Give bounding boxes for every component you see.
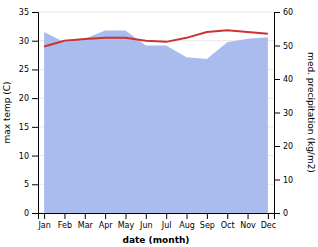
x-tick-label: Oct — [221, 221, 235, 230]
x-tick: Jan — [37, 213, 50, 230]
chart-container: Jan Feb Mar Apr May Jun Jul Aug Sep Oct Nov Dec 0 5 10… — [0, 0, 318, 247]
y2-axis-title: med. precipitation (kg/m2) — [306, 52, 316, 173]
y-tick: 25 — [19, 65, 38, 74]
axis-line — [275, 13, 281, 214]
plot-area: Jan Feb Mar Apr May Jun Jul Aug Sep Oct Nov Dec 0 5 10… — [19, 8, 293, 230]
y-tick-mark — [32, 41, 38, 42]
x-tick-label: Sep — [200, 221, 215, 230]
x-tick: Mar — [78, 213, 94, 230]
x-axis: Jan Feb Mar Apr May Jun Jul Aug Sep Oct Nov Dec — [37, 213, 276, 230]
x-tick-label: Dec — [261, 221, 276, 230]
y2-tick: 20 — [274, 142, 293, 151]
x-tick: Jul — [161, 213, 172, 230]
x-tick: Nov — [240, 213, 256, 230]
x-tick-label: Jul — [161, 221, 172, 230]
y2-tick: 40 — [274, 75, 293, 84]
x-tick-mark — [105, 213, 106, 219]
y2-tick: 50 — [274, 42, 293, 51]
y2-tick-mark — [274, 79, 280, 80]
y2-tick-mark — [274, 180, 280, 181]
y2-axis: 0 10 20 30 40 50 60 — [274, 8, 293, 218]
axis-line — [32, 13, 39, 214]
x-tick-label: Nov — [240, 221, 256, 230]
x-tick: Dec — [261, 213, 276, 230]
x-tick-label: Feb — [58, 221, 72, 230]
y2-tick-mark — [274, 12, 280, 13]
y2-tick-label: 30 — [283, 109, 293, 118]
x-tick-label: Apr — [99, 221, 114, 230]
y2-tick: 30 — [274, 109, 293, 118]
x-tick-label: Jan — [37, 221, 50, 230]
x-tick-mark — [187, 213, 188, 219]
y2-tick: 10 — [274, 176, 293, 185]
y2-tick: 0 — [274, 209, 288, 218]
y-tick: 35 — [19, 8, 38, 17]
x-tick: Aug — [179, 213, 195, 230]
y2-tick-label: 20 — [283, 142, 293, 151]
x-tick: Jun — [139, 213, 153, 230]
y-tick-label: 25 — [19, 65, 29, 74]
y-tick: 0 — [24, 209, 38, 218]
chart-svg: Jan Feb Mar Apr May Jun Jul Aug Sep Oct Nov Dec 0 5 10… — [0, 0, 318, 247]
x-tick-mark — [248, 213, 249, 219]
x-tick: May — [118, 213, 135, 230]
x-tick-mark — [146, 213, 147, 219]
marks — [44, 30, 268, 213]
x-tick: Sep — [200, 213, 215, 230]
y-tick: 20 — [19, 94, 38, 103]
y-tick-label: 20 — [19, 94, 29, 103]
x-tick: Feb — [58, 213, 72, 230]
y-tick: 30 — [19, 37, 38, 46]
y-axis-title: max temp (C) — [2, 81, 12, 143]
y-tick-label: 35 — [19, 8, 29, 17]
y2-tick-mark — [274, 146, 280, 147]
axis-line — [39, 214, 275, 220]
precip-area — [44, 30, 268, 213]
x-tick-mark — [125, 213, 126, 219]
x-tick-mark — [268, 213, 269, 219]
y-tick: 10 — [19, 152, 38, 161]
y2-tick-mark — [274, 113, 280, 114]
temp-line — [44, 30, 268, 46]
y2-tick: 60 — [274, 8, 293, 17]
y2-tick-label: 40 — [283, 75, 293, 84]
x-tick: Apr — [99, 213, 114, 230]
y2-tick-label: 0 — [283, 209, 288, 218]
x-axis-title: date (month) — [123, 235, 190, 245]
y-tick-mark — [32, 98, 38, 99]
x-tick: Oct — [221, 213, 235, 230]
x-tick-label: Aug — [179, 221, 195, 230]
y-tick-mark — [32, 213, 38, 214]
y2-tick-label: 50 — [283, 42, 293, 51]
y-tick-label: 0 — [24, 209, 29, 218]
x-tick-label: Jun — [139, 221, 153, 230]
y2-tick-mark — [274, 46, 280, 47]
y2-tick-label: 10 — [283, 176, 293, 185]
x-tick-mark — [166, 213, 167, 219]
y-tick-mark — [32, 184, 38, 185]
y-tick-mark — [32, 156, 38, 157]
y-axis: 0 5 10 15 20 25 30 35 — [19, 8, 39, 218]
x-tick-mark — [44, 213, 45, 219]
x-tick-mark — [227, 213, 228, 219]
x-tick-label: Mar — [78, 221, 94, 230]
y-tick-label: 15 — [19, 123, 29, 132]
x-tick-label: May — [118, 221, 135, 230]
grid-line — [38, 12, 274, 13]
y-tick-mark — [32, 69, 38, 70]
y-tick-mark — [32, 12, 38, 13]
y2-tick-mark — [274, 213, 280, 214]
y-tick: 5 — [24, 180, 38, 189]
x-tick-mark — [85, 213, 86, 219]
x-tick-mark — [64, 213, 65, 219]
y-tick-label: 10 — [19, 152, 29, 161]
y-tick-mark — [32, 127, 38, 128]
y2-tick-label: 60 — [283, 8, 293, 17]
x-tick-mark — [207, 213, 208, 219]
grid — [38, 12, 274, 213]
y-tick-label: 5 — [24, 180, 29, 189]
y-tick: 15 — [19, 123, 38, 132]
y-tick-label: 30 — [19, 37, 29, 46]
